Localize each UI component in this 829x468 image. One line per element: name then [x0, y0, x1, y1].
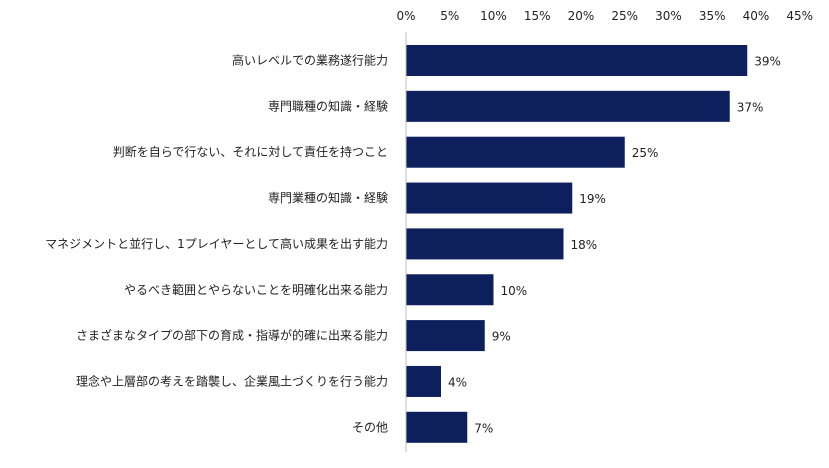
value-label: 39% [754, 55, 781, 69]
value-label: 25% [632, 146, 659, 160]
category-label: 判断を自らで行ない、それに対して責任を持つこと [113, 144, 388, 159]
category-label: やるべき範囲とやらないことを明確化出来る能力 [124, 282, 388, 297]
value-label: 18% [571, 238, 598, 252]
value-label: 9% [492, 330, 511, 344]
value-label: 4% [448, 375, 467, 389]
bar [406, 90, 730, 122]
category-label: 高いレベルでの業務遂行能力 [232, 53, 388, 68]
category-label: その他 [352, 420, 388, 434]
x-tick-label: 0% [396, 9, 415, 23]
category-label: 理念や上層部の考えを踏襲し、企業風土づくりを行う能力 [76, 373, 388, 388]
x-tick-label: 40% [743, 9, 770, 23]
x-tick-label: 5% [440, 9, 459, 23]
category-labels: 高いレベルでの業務遂行能力専門職種の知識・経験判断を自らで行ない、それに対して責… [45, 53, 388, 435]
value-label: 7% [474, 421, 493, 435]
bar [406, 45, 748, 76]
category-label: さまざまなタイプの部下の育成・指導が的確に出来る能力 [76, 328, 388, 343]
x-tick-label: 25% [611, 9, 638, 23]
value-label: 10% [501, 284, 528, 298]
bar [406, 274, 494, 306]
bar [406, 182, 573, 214]
value-labels: 39% 37% 25% 19% 18% 10% 9% 4% 7% [448, 55, 781, 436]
value-label: 37% [737, 100, 764, 114]
x-axis-ticks: 0% 5% 10% 15% 20% 25% 30% 35% 40% 45% [396, 9, 813, 23]
x-tick-label: 10% [480, 9, 507, 23]
value-label: 19% [579, 192, 606, 206]
bar [406, 411, 468, 443]
x-tick-label: 20% [568, 9, 595, 23]
category-label: 専門職種の知識・経験 [268, 98, 388, 113]
x-tick-label: 30% [655, 9, 682, 23]
category-label: 専門業種の知識・経験 [268, 190, 388, 205]
x-tick-label: 15% [524, 9, 551, 23]
x-tick-label: 45% [786, 9, 813, 23]
bar [406, 136, 625, 168]
bar [406, 228, 564, 260]
x-tick-label: 35% [699, 9, 726, 23]
bar [406, 365, 441, 397]
category-label: マネジメントと並行し、1プレイヤーとして高い成果を出す能力 [45, 236, 388, 251]
bars [406, 45, 748, 443]
bar [406, 320, 485, 352]
